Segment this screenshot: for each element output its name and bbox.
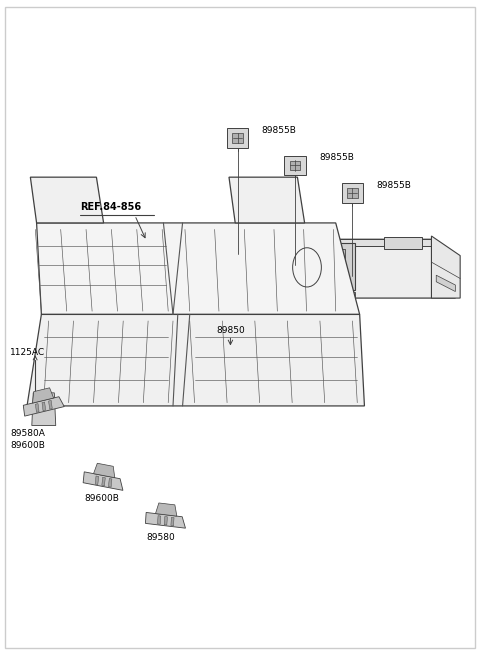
Text: 89855B: 89855B	[376, 181, 411, 189]
Polygon shape	[36, 223, 360, 314]
Polygon shape	[269, 249, 345, 283]
Polygon shape	[342, 183, 363, 202]
Polygon shape	[95, 476, 99, 485]
Text: 89580A: 89580A	[10, 429, 45, 438]
Text: 1125AC: 1125AC	[10, 348, 46, 357]
Polygon shape	[157, 515, 161, 524]
Text: 89855B: 89855B	[319, 153, 354, 162]
Polygon shape	[164, 517, 168, 525]
Polygon shape	[33, 388, 54, 403]
Polygon shape	[23, 397, 64, 416]
Polygon shape	[259, 242, 355, 290]
Polygon shape	[384, 237, 422, 249]
Polygon shape	[42, 402, 46, 411]
Polygon shape	[432, 236, 460, 298]
Text: 89600B: 89600B	[84, 495, 120, 503]
Polygon shape	[83, 472, 123, 491]
Polygon shape	[102, 477, 105, 486]
Polygon shape	[436, 275, 456, 291]
Polygon shape	[156, 503, 177, 516]
Polygon shape	[27, 314, 364, 406]
Polygon shape	[171, 517, 174, 526]
Polygon shape	[227, 128, 248, 148]
Polygon shape	[229, 177, 305, 223]
Polygon shape	[326, 291, 355, 303]
Polygon shape	[145, 512, 185, 528]
Text: REF.84-856: REF.84-856	[80, 202, 141, 212]
Polygon shape	[140, 239, 432, 246]
Polygon shape	[48, 400, 52, 409]
Polygon shape	[347, 188, 358, 198]
Polygon shape	[94, 463, 115, 477]
Text: 89855B: 89855B	[262, 126, 297, 135]
Polygon shape	[140, 239, 456, 298]
Polygon shape	[36, 403, 39, 413]
Polygon shape	[284, 156, 306, 175]
Polygon shape	[149, 237, 187, 249]
Text: 89600B: 89600B	[10, 441, 45, 449]
Polygon shape	[108, 479, 112, 487]
Polygon shape	[182, 291, 211, 303]
Polygon shape	[232, 133, 243, 143]
Polygon shape	[32, 393, 56, 426]
Text: 89580: 89580	[147, 533, 175, 542]
Polygon shape	[289, 160, 300, 170]
Text: 89850: 89850	[216, 326, 245, 335]
Polygon shape	[30, 177, 104, 223]
